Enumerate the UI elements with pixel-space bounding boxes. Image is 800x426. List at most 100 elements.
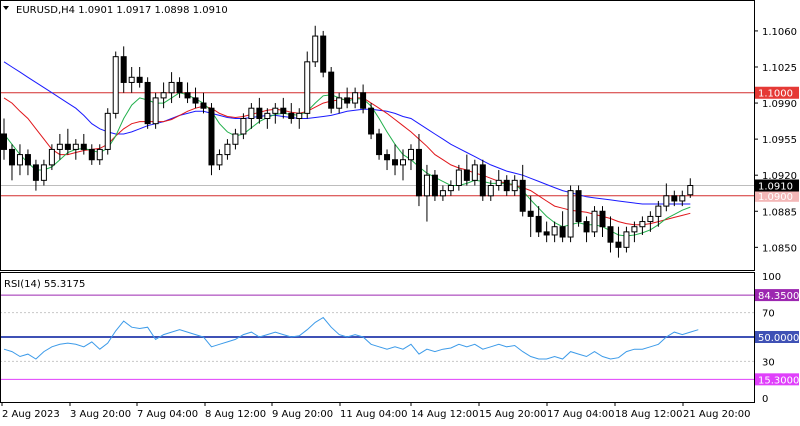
candle[interactable] xyxy=(591,206,598,238)
candle[interactable] xyxy=(567,185,574,243)
candle[interactable] xyxy=(559,211,566,243)
candle[interactable] xyxy=(136,66,143,88)
candle[interactable] xyxy=(320,30,327,78)
candle[interactable] xyxy=(463,154,470,186)
time-tick-label: 8 Aug 12:00 xyxy=(205,409,266,420)
candle[interactable] xyxy=(400,149,406,181)
candle-body xyxy=(216,154,223,166)
candle[interactable] xyxy=(304,51,311,119)
candle[interactable] xyxy=(655,200,662,227)
candle[interactable] xyxy=(663,183,670,212)
candle[interactable] xyxy=(328,66,335,114)
candle[interactable] xyxy=(543,221,550,243)
candle[interactable] xyxy=(439,185,446,201)
candle[interactable] xyxy=(687,178,694,198)
candle[interactable] xyxy=(368,103,375,140)
candle[interactable] xyxy=(184,82,191,104)
candle[interactable] xyxy=(240,113,247,140)
candle[interactable] xyxy=(503,175,510,196)
candle[interactable] xyxy=(232,128,239,150)
candle[interactable] xyxy=(376,128,383,160)
candle[interactable] xyxy=(415,133,422,207)
candle-body xyxy=(136,76,143,83)
dropdown-arrow-icon[interactable] xyxy=(3,6,9,10)
candle[interactable] xyxy=(176,77,183,98)
candle[interactable] xyxy=(56,133,63,160)
candle[interactable] xyxy=(48,144,55,171)
candle-body xyxy=(112,56,119,114)
candle[interactable] xyxy=(192,87,199,109)
candle[interactable] xyxy=(671,190,678,207)
rsi-panel[interactable] xyxy=(0,294,754,380)
candle[interactable] xyxy=(360,84,367,114)
candle[interactable] xyxy=(423,164,430,222)
candle[interactable] xyxy=(384,149,391,171)
candle[interactable] xyxy=(288,103,295,124)
candle[interactable] xyxy=(208,103,215,176)
candle[interactable] xyxy=(104,108,111,155)
candle[interactable] xyxy=(248,103,255,129)
candle[interactable] xyxy=(344,87,351,109)
candle[interactable] xyxy=(120,46,127,93)
candle[interactable] xyxy=(392,144,399,176)
candle[interactable] xyxy=(80,133,87,155)
candle[interactable] xyxy=(8,144,15,181)
candle[interactable] xyxy=(647,211,654,232)
candle[interactable] xyxy=(72,139,79,160)
candle[interactable] xyxy=(639,216,646,235)
candle[interactable] xyxy=(1,118,7,160)
candle[interactable] xyxy=(352,87,359,109)
main-price-panel[interactable] xyxy=(0,25,754,258)
candle[interactable] xyxy=(336,92,343,114)
candle[interactable] xyxy=(511,175,518,196)
candle[interactable] xyxy=(280,97,287,119)
candle[interactable] xyxy=(128,66,135,93)
candle[interactable] xyxy=(296,108,303,129)
candle[interactable] xyxy=(431,170,438,201)
candle[interactable] xyxy=(64,128,71,155)
candle[interactable] xyxy=(216,149,223,171)
rsi-panel-frame xyxy=(0,272,755,403)
candle[interactable] xyxy=(607,216,614,253)
candle[interactable] xyxy=(144,77,151,129)
candle[interactable] xyxy=(264,108,271,129)
candle[interactable] xyxy=(471,159,478,186)
candle[interactable] xyxy=(32,159,39,191)
candle[interactable] xyxy=(152,92,159,129)
candle[interactable] xyxy=(599,206,606,238)
candle[interactable] xyxy=(583,216,590,243)
candle[interactable] xyxy=(168,72,175,104)
candle[interactable] xyxy=(575,185,582,227)
candle[interactable] xyxy=(623,226,630,253)
candle[interactable] xyxy=(200,92,207,114)
candle[interactable] xyxy=(487,180,494,201)
candle[interactable] xyxy=(551,221,558,243)
candle[interactable] xyxy=(495,170,502,191)
candle-body xyxy=(423,174,430,197)
candle[interactable] xyxy=(527,195,534,238)
candle[interactable] xyxy=(88,144,95,165)
candle[interactable] xyxy=(96,144,103,165)
candle[interactable] xyxy=(16,144,23,176)
candle[interactable] xyxy=(160,82,167,109)
candle[interactable] xyxy=(40,159,47,186)
candle[interactable] xyxy=(407,144,414,171)
candle[interactable] xyxy=(224,139,231,160)
candle[interactable] xyxy=(479,159,486,201)
candle[interactable] xyxy=(455,164,462,191)
candle[interactable] xyxy=(24,149,31,176)
candle[interactable] xyxy=(312,25,319,67)
candle[interactable] xyxy=(256,97,263,124)
candle[interactable] xyxy=(679,190,686,207)
candle-body xyxy=(591,210,598,233)
candle[interactable] xyxy=(447,180,454,196)
candle[interactable] xyxy=(631,221,638,243)
candle-body xyxy=(447,184,454,192)
candle[interactable] xyxy=(615,226,622,258)
candle-body xyxy=(88,148,95,161)
candle[interactable] xyxy=(272,103,279,124)
candle[interactable] xyxy=(535,206,542,238)
candle[interactable] xyxy=(112,51,119,119)
candle[interactable] xyxy=(519,164,526,217)
